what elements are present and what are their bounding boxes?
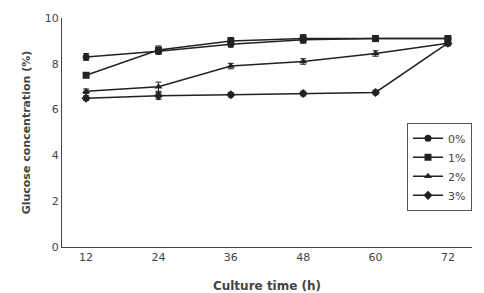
svg-text:10: 10 bbox=[45, 12, 59, 25]
svg-text:60: 60 bbox=[369, 251, 383, 264]
svg-text:6: 6 bbox=[52, 103, 59, 116]
svg-text:24: 24 bbox=[151, 251, 165, 264]
svg-text:1%: 1% bbox=[448, 152, 465, 165]
svg-text:3%: 3% bbox=[448, 190, 465, 203]
svg-text:Glucose concentration (%): Glucose concentration (%) bbox=[20, 51, 33, 215]
svg-text:8: 8 bbox=[52, 58, 59, 71]
svg-text:36: 36 bbox=[224, 251, 238, 264]
svg-text:0: 0 bbox=[52, 241, 59, 254]
svg-text:4: 4 bbox=[52, 149, 59, 162]
svg-text:2%: 2% bbox=[448, 171, 465, 184]
svg-text:Culture time (h): Culture time (h) bbox=[213, 279, 321, 293]
svg-text:0%: 0% bbox=[448, 133, 465, 146]
svg-text:2: 2 bbox=[52, 195, 59, 208]
svg-text:48: 48 bbox=[296, 251, 310, 264]
svg-text:12: 12 bbox=[79, 251, 93, 264]
svg-text:72: 72 bbox=[441, 251, 455, 264]
